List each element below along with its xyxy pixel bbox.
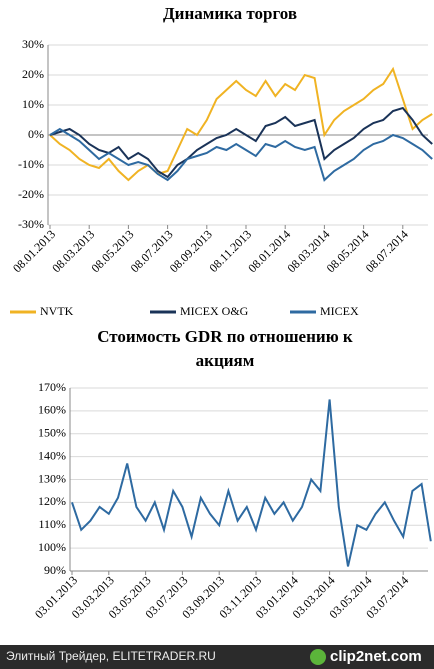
y-tick-label: 140% [38,448,66,462]
y-tick-label: 110% [38,517,66,531]
footer-text: Элитный Трейдер, ELITETRADER.RU [6,649,216,663]
x-tick-label: 08.07.2014 [363,227,411,275]
y-tick-label: 120% [38,494,66,508]
y-tick-label: 170% [38,380,66,394]
y-tick-label: 30% [22,37,44,51]
y-tick-label: 0% [28,127,44,141]
x-tick-label: 08.09.2013 [167,227,215,275]
y-tick-label: 150% [38,426,66,440]
y-tick-label: -10% [18,157,44,171]
series-line [49,66,433,182]
y-tick-label: -20% [18,187,44,201]
legend-label: MICEX O&G [180,304,249,318]
y-tick-label: 160% [38,403,66,417]
chart-title: акциям [196,351,255,370]
logo: clip2net.com [330,648,422,665]
legend-label: MICEX [320,304,359,318]
y-tick-label: 20% [22,67,44,81]
y-tick-label: -30% [18,217,44,231]
y-tick-label: 10% [22,97,44,111]
logo-icon [310,649,326,665]
series-line [49,127,433,182]
chart-title: Стоимость GDR по отношению к [97,327,353,346]
legend-label: NVTK [40,304,74,318]
series-line [49,106,433,179]
y-tick-label: 130% [38,471,66,485]
footer-bar [0,645,434,669]
chart-title: Динамика торгов [163,4,297,23]
y-tick-label: 90% [44,563,66,577]
series-line [71,399,432,567]
y-tick-label: 100% [38,540,66,554]
